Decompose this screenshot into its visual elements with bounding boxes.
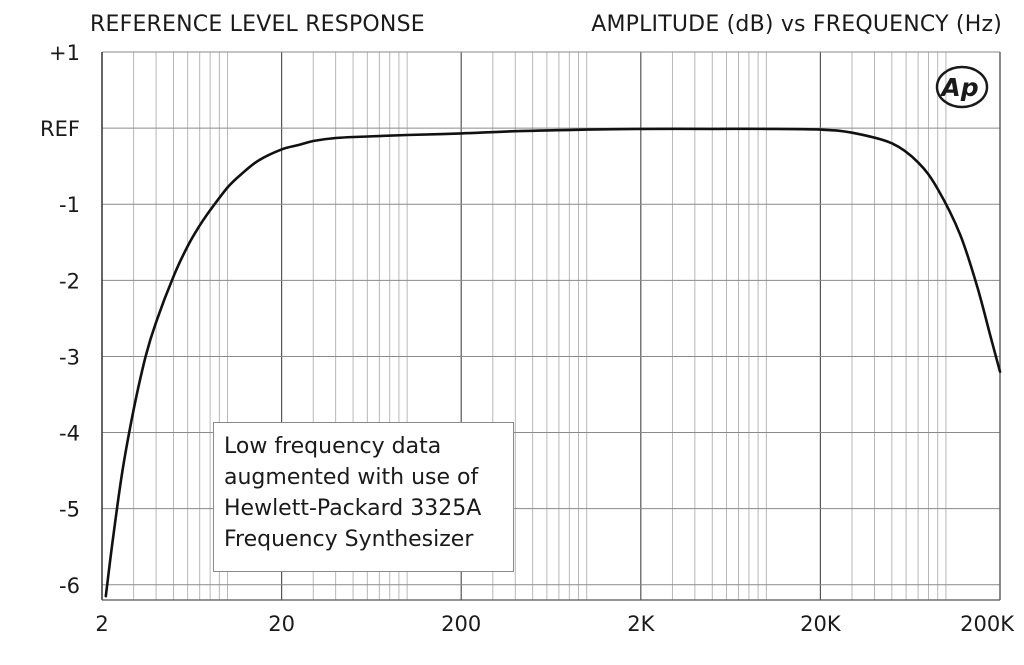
y-tick-label: -2 [59, 269, 80, 293]
y-tick-label: -1 [59, 193, 80, 217]
y-tick-label: +1 [49, 41, 80, 65]
x-tick-label: 20K [800, 612, 842, 636]
chart-title: REFERENCE LEVEL RESPONSE [90, 12, 425, 37]
x-tick-label: 20 [268, 612, 295, 636]
series-layer [104, 127, 1002, 598]
y-tick-label: REF [40, 117, 80, 141]
annotation-box: Low frequency data augmented with use of… [213, 422, 514, 572]
y-tick-label: -4 [59, 422, 80, 446]
x-tick-label: 2K [627, 612, 655, 636]
x-tick-label: 2 [95, 612, 108, 636]
ap-logo: Ap [935, 65, 989, 109]
annotation-line: Frequency Synthesizer [224, 527, 474, 552]
ap-logo-text: Ap [939, 73, 978, 102]
annotation-line: Low frequency data [224, 434, 442, 459]
x-tick-label: 200K [960, 612, 1015, 636]
x-axis-ticks: 2 20 200 2K 20K 200K [95, 612, 1015, 636]
annotation-line: Hewlett-Packard 3325A [224, 496, 482, 521]
y-tick-label: -5 [59, 498, 80, 522]
y-tick-label: -3 [59, 345, 80, 369]
ap-logo-ring [935, 65, 989, 109]
y-axis-ticks: +1 REF -1 -2 -3 -4 -5 -6 [40, 41, 80, 598]
y-tick-label: -6 [59, 574, 80, 598]
chart-subtitle: AMPLITUDE (dB) vs FREQUENCY (Hz) [591, 12, 1002, 37]
x-tick-label: 200 [441, 612, 481, 636]
response-curve [104, 127, 1002, 598]
annotation-line: augmented with use of [224, 465, 479, 490]
